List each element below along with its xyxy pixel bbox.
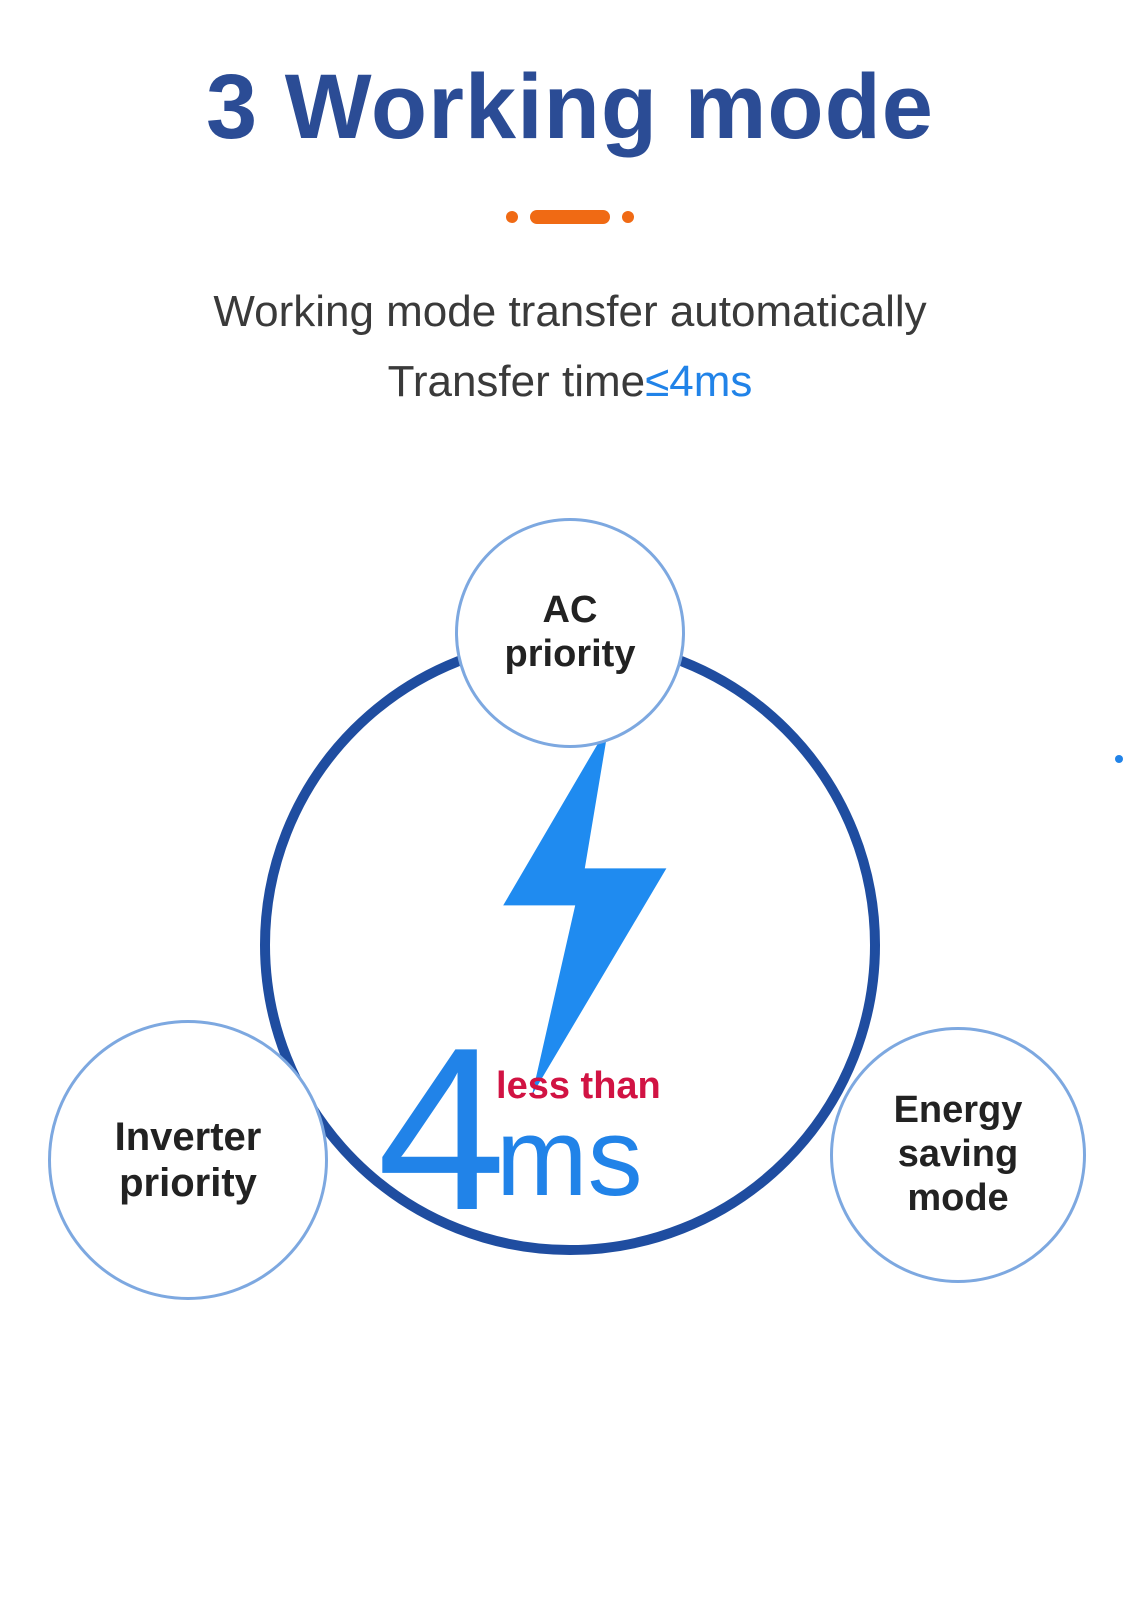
node-energy-line3: mode — [894, 1177, 1023, 1221]
node-energy-line1: Energy — [894, 1089, 1023, 1133]
node-inverter-line2: priority — [115, 1160, 262, 1206]
subtitle-line2: Transfer time≤4ms — [0, 349, 1140, 415]
divider-bar — [530, 210, 610, 224]
diagram: 4 less than ms AC priority Inverter prio… — [0, 475, 1140, 1375]
center-unit: ms — [496, 1108, 661, 1207]
title-divider — [0, 210, 1140, 224]
node-inverter-line1: Inverter — [115, 1114, 262, 1160]
subtitle-line1: Working mode transfer automatically — [0, 279, 1140, 345]
page-title: 3 Working mode — [0, 55, 1140, 160]
center-number: 4 — [377, 1035, 506, 1225]
node-energy-line2: saving — [894, 1133, 1023, 1177]
node-inverter-priority: Inverter priority — [48, 1020, 328, 1300]
node-ac-line2: priority — [505, 633, 636, 677]
center-metric: 4 less than ms — [377, 1035, 661, 1225]
divider-dot-right — [622, 211, 634, 223]
node-ac-line1: AC — [505, 589, 636, 633]
subtitle: Working mode transfer automatically Tran… — [0, 279, 1140, 415]
subtitle-highlight: ≤4ms — [645, 357, 752, 406]
node-energy-saving: Energy saving mode — [830, 1027, 1086, 1283]
decorative-dot — [1115, 755, 1123, 763]
divider-dot-left — [506, 211, 518, 223]
subtitle-line2-prefix: Transfer time — [388, 357, 646, 406]
node-ac-priority: AC priority — [455, 518, 685, 748]
